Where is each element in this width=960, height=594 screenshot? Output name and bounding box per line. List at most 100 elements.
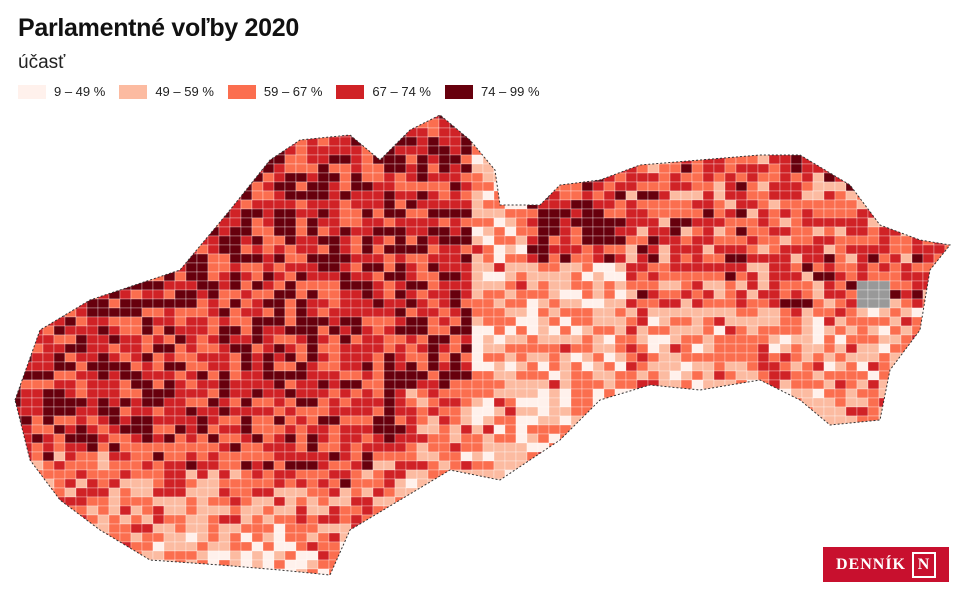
municipality [20, 127, 33, 138]
municipality [581, 541, 594, 552]
municipality [372, 541, 385, 552]
municipality [97, 235, 110, 246]
municipality [526, 442, 539, 453]
municipality [505, 578, 516, 587]
municipality [559, 289, 572, 300]
municipality [482, 244, 495, 255]
municipality [636, 226, 649, 237]
municipality [240, 514, 253, 525]
logo[interactable]: DENNÍK N [823, 547, 949, 582]
municipality [790, 496, 803, 507]
municipality [163, 361, 176, 372]
municipality [757, 118, 770, 129]
municipality [295, 442, 308, 453]
municipality [119, 541, 132, 552]
municipality [460, 145, 473, 156]
municipality [185, 424, 198, 435]
municipality [482, 136, 495, 147]
municipality [625, 118, 638, 129]
municipality [801, 424, 814, 435]
municipality [823, 451, 836, 462]
municipality [306, 262, 319, 273]
municipality [537, 136, 550, 147]
municipality [658, 451, 671, 462]
municipality [702, 514, 715, 525]
municipality [856, 280, 869, 291]
municipality [647, 235, 660, 246]
municipality [64, 496, 77, 507]
municipality [273, 307, 286, 318]
municipality [548, 568, 561, 575]
municipality [218, 244, 231, 255]
municipality [31, 145, 44, 156]
municipality [911, 379, 924, 390]
municipality [460, 415, 473, 426]
logo-mark[interactable]: N [912, 551, 936, 578]
municipality [746, 226, 759, 237]
municipality [933, 415, 946, 426]
municipality [724, 352, 737, 363]
municipality [218, 145, 231, 156]
municipality [592, 487, 605, 498]
municipality [757, 244, 770, 255]
municipality [273, 496, 286, 507]
municipality [317, 379, 330, 390]
municipality [680, 208, 693, 219]
municipality [735, 559, 748, 570]
municipality [372, 361, 385, 372]
municipality [856, 190, 869, 201]
logo-text[interactable]: DENNÍK [835, 555, 906, 573]
municipality [504, 505, 517, 516]
municipality [328, 235, 341, 246]
municipality [31, 208, 44, 219]
municipality [493, 415, 506, 426]
municipality [812, 316, 825, 327]
municipality [581, 559, 594, 570]
municipality [130, 244, 143, 255]
municipality [658, 415, 671, 426]
municipality [31, 460, 44, 471]
municipality [460, 343, 473, 354]
municipality [175, 578, 186, 587]
municipality [460, 199, 473, 210]
municipality [54, 578, 65, 587]
municipality [229, 208, 242, 219]
municipality [15, 217, 22, 228]
municipality [801, 370, 814, 381]
municipality [75, 406, 88, 417]
municipality [900, 280, 913, 291]
municipality [31, 235, 44, 246]
municipality [867, 235, 880, 246]
municipality [218, 154, 231, 165]
municipality [845, 253, 858, 264]
municipality [383, 307, 396, 318]
municipality [427, 199, 440, 210]
municipality [834, 397, 847, 408]
municipality [240, 244, 253, 255]
municipality [680, 289, 693, 300]
municipality [108, 388, 121, 399]
municipality [97, 136, 110, 147]
municipality [559, 316, 572, 327]
municipality [130, 451, 143, 462]
municipality [427, 424, 440, 435]
municipality [53, 208, 66, 219]
municipality [856, 145, 869, 156]
municipality [933, 343, 946, 354]
municipality [570, 496, 583, 507]
municipality [680, 181, 693, 192]
municipality [757, 559, 770, 570]
municipality [680, 262, 693, 273]
municipality [526, 496, 539, 507]
municipality [108, 397, 121, 408]
municipality [691, 118, 704, 129]
municipality [86, 127, 99, 138]
municipality [108, 415, 121, 426]
municipality [746, 289, 759, 300]
municipality [680, 460, 693, 471]
municipality [42, 397, 55, 408]
municipality [625, 505, 638, 516]
municipality [174, 118, 187, 129]
municipality [438, 460, 451, 471]
municipality [878, 127, 891, 138]
